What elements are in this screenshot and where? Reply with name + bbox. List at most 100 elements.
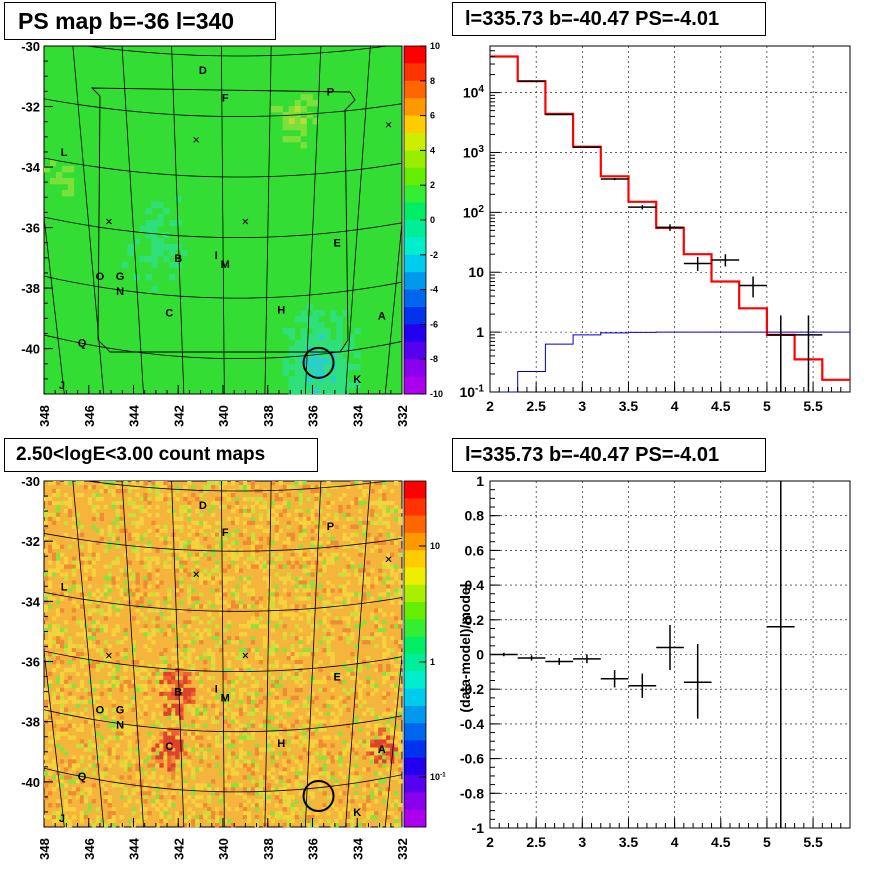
cnt-map-pixel: [167, 508, 172, 514]
cnt-map-pixel: [322, 723, 327, 728]
cnt-map-pixel: [258, 604, 264, 609]
cnt-map-pixel: [87, 540, 93, 545]
cnt-map-pixel: [63, 532, 69, 537]
cnt-map-pixel: [394, 707, 399, 712]
ps-map-pixel: [312, 118, 319, 125]
cnt-map-pixel: [318, 739, 323, 744]
cnt-map-pixel: [262, 775, 268, 780]
cnt-map-pixel: [179, 652, 184, 657]
cnt-map-pixel: [191, 707, 196, 712]
cnt-map-pixel: [95, 540, 100, 545]
source-label-J: J: [59, 813, 65, 825]
ps-map-pixel: [318, 340, 325, 347]
cnt-map-pixel: [274, 492, 279, 498]
cnt-map-pixel: [226, 620, 232, 625]
cnt-map-pixel: [338, 620, 343, 625]
ps-map-pixel: [342, 310, 349, 317]
ps-map-pixel: [312, 370, 319, 377]
cnt-map-pixel: [203, 711, 208, 716]
cnt-map-pixel: [294, 815, 299, 820]
cnt-map-pixel: [163, 707, 168, 712]
cnt-map-pixel: [151, 763, 156, 768]
cnt-map-pixel: [195, 707, 200, 712]
cnt-map-pixel: [306, 516, 311, 522]
cnt-map-pixel: [346, 747, 351, 752]
cnt-map-pixel: [187, 648, 192, 653]
cnt-map-pixel: [175, 679, 180, 685]
cnt-map-pixel: [350, 560, 355, 565]
cnt-map-pixel: [226, 763, 232, 768]
cnt-map-pixel: [203, 667, 208, 673]
cnt-map-pixel: [51, 659, 57, 665]
cnt-map-pixel: [147, 576, 152, 581]
cnt-map-pixel: [147, 564, 152, 569]
cnt-map-pixel: [63, 481, 69, 486]
cnt-map-pixel: [95, 512, 100, 518]
color-scale-segment: [404, 515, 426, 534]
cnt-map-pixel: [175, 819, 180, 824]
cnt-map-pixel: [159, 815, 164, 820]
cnt-map-pixel: [362, 795, 367, 800]
ps-map-pixel: [61, 178, 69, 185]
cnt-map-pixel: [346, 775, 351, 780]
cnt-map-pixel: [398, 652, 403, 657]
cnt-map-pixel: [111, 628, 116, 633]
cnt-map-pixel: [322, 771, 327, 776]
cnt-map-pixel: [179, 691, 184, 697]
cnt-map-pixel: [203, 576, 208, 581]
cnt-map-pixel: [79, 663, 85, 669]
cnt-map-pixel: [135, 771, 140, 776]
ps-map-pixel: [354, 352, 361, 359]
cnt-map-pixel: [51, 767, 57, 772]
cnt-map-pixel: [386, 815, 391, 820]
cnt-map-pixel: [398, 735, 403, 740]
cnt-map-pixel: [187, 703, 192, 708]
cnt-map-pixel: [211, 811, 216, 816]
cnt-map-pixel: [215, 536, 220, 541]
cnt-map-pixel: [250, 699, 256, 705]
cnt-map-pixel: [59, 759, 65, 764]
ps-map-pixel: [336, 346, 343, 353]
cnt-map-pixel: [230, 600, 236, 605]
cnt-map-pixel: [294, 703, 299, 708]
cnt-map-pixel: [274, 644, 279, 649]
cnt-map-pixel: [187, 691, 192, 697]
cnt-map-pixel: [83, 564, 89, 569]
cnt-map-pixel: [171, 624, 176, 629]
cnt-map-pixel: [123, 683, 128, 689]
cnt-map-pixel: [226, 640, 232, 645]
cnt-map-pixel: [370, 679, 375, 685]
cnt-map-pixel: [390, 564, 395, 569]
ps-map-pixel: [342, 382, 349, 389]
cnt-map-pixel: [354, 496, 359, 502]
cnt-map-pixel: [274, 719, 279, 724]
cnt-map-pixel: [250, 592, 256, 597]
cnt-map-pixel: [382, 496, 387, 502]
cnt-map-pixel: [282, 564, 287, 569]
cnt-map-pixel: [246, 723, 252, 728]
cnt-map-pixel: [238, 763, 244, 768]
cnt-map-pixel: [79, 620, 85, 625]
cnt-map-pixel: [314, 528, 319, 533]
cnt-map-pixel: [159, 675, 164, 681]
cnt-map-pixel: [246, 667, 252, 673]
cnt-map-pixel: [290, 819, 295, 824]
cnt-map-pixel: [67, 659, 73, 665]
cnt-map-pixel: [47, 632, 53, 637]
ps-map-pixel: [312, 310, 319, 317]
cnt-map-pixel: [191, 640, 196, 645]
cnt-map-pixel: [199, 572, 204, 577]
cnt-map-pixel: [67, 683, 73, 689]
cnt-map-pixel: [322, 620, 327, 625]
cnt-map-pixel: [91, 799, 97, 804]
cnt-map-pixel: [350, 636, 355, 641]
cnt-map-pixel: [378, 520, 383, 526]
cnt-map-pixel: [67, 648, 73, 653]
cnt-map-pixel: [155, 719, 160, 724]
cnt-map-pixel: [139, 600, 144, 605]
cnt-map-pixel: [143, 683, 148, 689]
cnt-map-pixel: [147, 540, 152, 545]
cnt-map-pixel: [175, 703, 180, 708]
cnt-map-pixel: [306, 811, 311, 816]
cnt-map-pixel: [234, 592, 240, 597]
